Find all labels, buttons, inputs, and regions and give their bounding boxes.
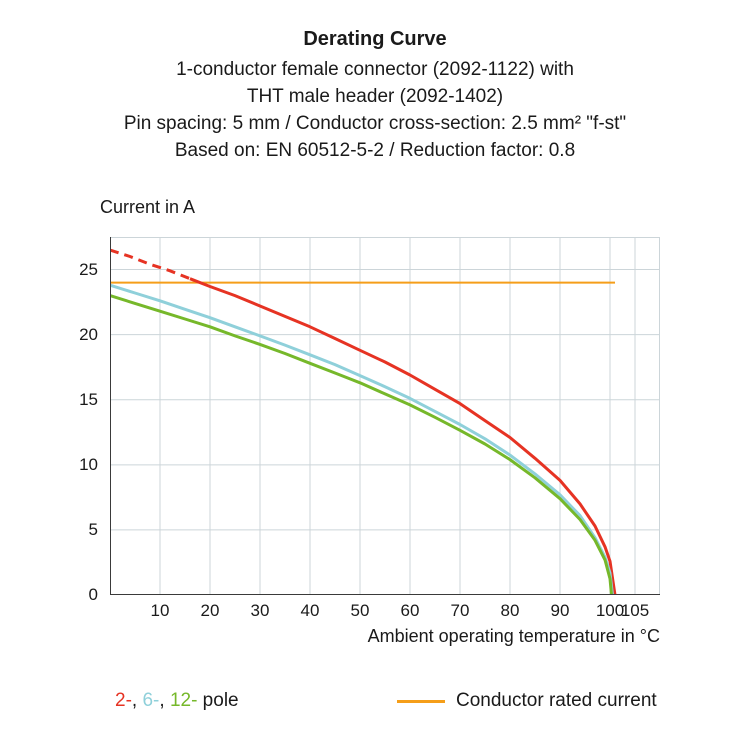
chart-header: Derating Curve 1-conductor female connec… <box>0 26 750 164</box>
chart-title: Derating Curve <box>303 28 447 50</box>
chart-subtitle-line-1: 1-conductor female connector (2092-1122)… <box>176 59 574 80</box>
y-tick-label: 0 <box>88 585 98 604</box>
x-axis-title: Ambient operating temperature in °C <box>367 626 660 646</box>
x-tick-label: 105 <box>620 601 650 620</box>
chart-subtitle-line-4: Based on: EN 60512-5-2 / Reduction facto… <box>174 140 576 161</box>
x-tick-label: 60 <box>400 601 420 620</box>
y-tick-label: 5 <box>88 519 98 539</box>
x-tick-label: 100 <box>595 601 625 620</box>
x-tick-label: 40 <box>300 601 320 620</box>
x-tick-label: 30 <box>250 601 270 620</box>
y-tick-label: 10 <box>79 454 98 474</box>
chart-subtitle-line-2: THT male header (2092-1402) <box>246 86 504 107</box>
x-tick-label: 90 <box>550 601 570 620</box>
y-tick-label: 15 <box>79 389 98 409</box>
rated-current-line-swatch <box>397 699 445 703</box>
x-tick-label: 70 <box>450 601 470 620</box>
legend-pole-text: 12- <box>169 690 198 711</box>
x-tick-label: 50 <box>350 601 370 620</box>
y-axis-title: Current in A <box>100 197 196 217</box>
legend-pole-text: 6- <box>142 690 160 711</box>
y-tick-label: 25 <box>79 259 98 279</box>
legend-pole-text: , <box>131 690 143 711</box>
legend-pole-text: pole <box>197 690 239 711</box>
y-tick-label: 20 <box>79 324 98 344</box>
legend-pole-text: , <box>159 690 170 711</box>
rated-current-label: Conductor rated current <box>456 690 657 711</box>
legend-pole-text: 2- <box>115 690 132 711</box>
legend-pole-counts: 2-, 6-, 12- pole <box>115 689 239 713</box>
chart-subtitle-line-3: Pin spacing: 5 mm / Conductor cross-sect… <box>123 113 627 134</box>
x-tick-label: 10 <box>150 601 170 620</box>
x-tick-label: 20 <box>200 601 220 620</box>
legend: 2-, 6-, 12- pole Conductor rated current <box>0 689 750 713</box>
x-tick-label: 80 <box>500 601 520 620</box>
plot-area <box>110 237 660 595</box>
legend-rated-current: Conductor rated current <box>397 689 657 713</box>
